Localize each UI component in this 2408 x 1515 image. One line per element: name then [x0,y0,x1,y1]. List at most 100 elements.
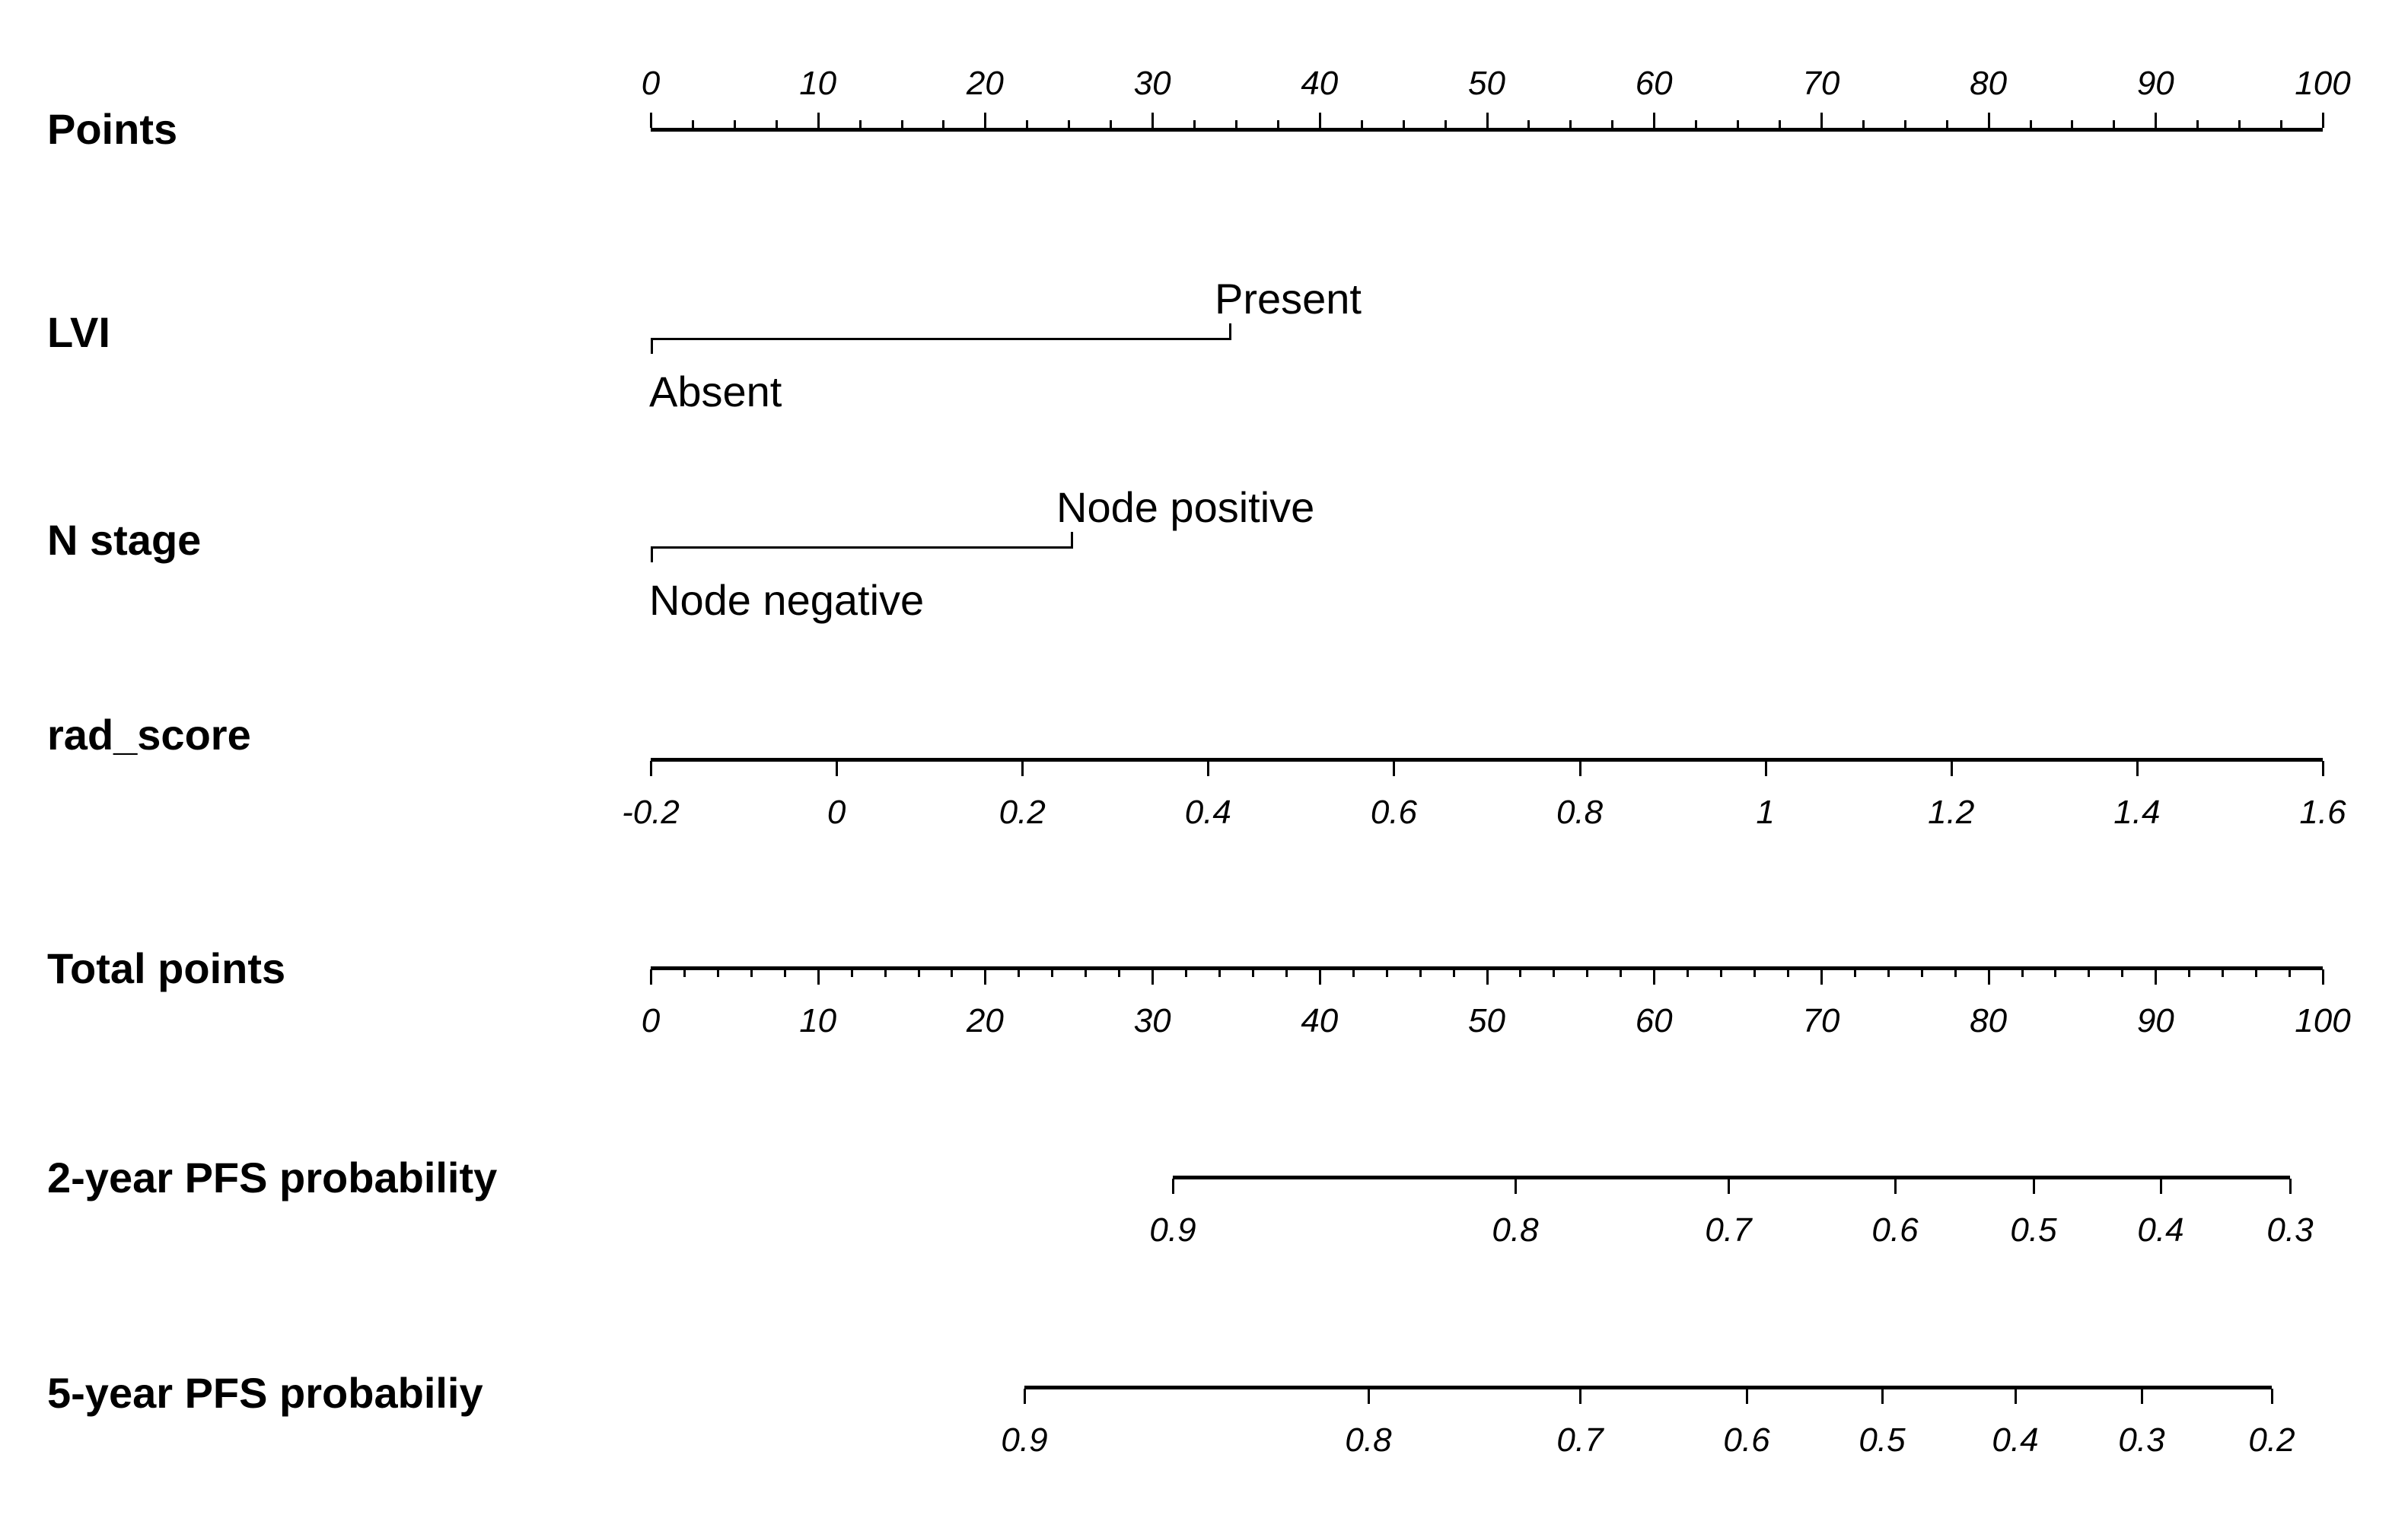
minor-tick-total-points [884,969,887,977]
tick-label-pfs-5yr-0.3: 0.3 [2118,1421,2165,1459]
minor-tick-points [1193,120,1196,128]
minor-tick-total-points [716,969,719,977]
row-label-pfs-2yr: 2-year PFS probability [47,1154,498,1201]
tick-label-total-points-100: 100 [2295,1002,2351,1039]
minor-tick-total-points [1720,969,1723,977]
minor-tick-total-points [1586,969,1589,977]
minor-tick-points [900,120,903,128]
row-label-total-points: Total points [47,944,286,992]
minor-tick-points [858,120,862,128]
minor-tick-total-points [951,969,954,977]
minor-tick-total-points [1954,969,1957,977]
major-tick-rad-score [650,761,652,776]
minor-tick-total-points [1085,969,1088,977]
minor-tick-total-points [2188,969,2191,977]
minor-tick-total-points [1620,969,1623,977]
major-tick-pfs-5yr [2271,1389,2273,1404]
minor-tick-total-points [750,969,753,977]
minor-tick-total-points [1519,969,1522,977]
tick-label-points-20: 20 [966,65,1004,102]
major-tick-pfs-5yr [1579,1389,1581,1404]
tick-label-pfs-5yr-0.8: 0.8 [1345,1421,1392,1459]
minor-tick-points [1110,120,1113,128]
major-tick-total-points [2155,969,2158,985]
minor-tick-points [2113,120,2116,128]
minor-tick-points [691,120,694,128]
minor-tick-total-points [1018,969,1021,977]
major-tick-pfs-2yr [1515,1179,1517,1194]
major-tick-pfs-2yr [1172,1179,1174,1194]
major-tick-pfs-2yr [1728,1179,1730,1194]
minor-tick-points [1234,120,1237,128]
category-label-lvi-high: Present [1215,275,1362,323]
minor-tick-total-points [917,969,920,977]
tick-label-pfs-2yr-0.8: 0.8 [1492,1211,1539,1249]
minor-tick-total-points [1251,969,1254,977]
major-tick-pfs-5yr [1024,1389,1026,1404]
range-tick-low-n-stage [651,547,653,562]
tick-label-points-10: 10 [799,65,837,102]
minor-tick-points [1945,120,1948,128]
major-tick-pfs-5yr [2141,1389,2143,1404]
tick-label-pfs-2yr-0.7: 0.7 [1705,1211,1752,1249]
tick-label-pfs-5yr-0.4: 0.4 [1992,1421,2039,1459]
major-tick-total-points [1486,969,1489,985]
range-line-lvi [651,338,1231,340]
row-label-rad-score: rad_score [47,711,251,759]
minor-tick-total-points [1419,969,1422,977]
minor-tick-points [2238,120,2241,128]
minor-tick-total-points [1920,969,1923,977]
major-tick-total-points [2322,969,2324,985]
minor-tick-points [942,120,945,128]
tick-label-pfs-2yr-0.9: 0.9 [1149,1211,1196,1249]
minor-tick-points [1611,120,1614,128]
minor-tick-total-points [1218,969,1221,977]
tick-label-rad-score-0: 0 [827,794,846,831]
category-label-n-stage-high: Node positive [1056,483,1315,531]
range-tick-low-lvi [651,339,653,354]
tick-label-total-points-0: 0 [641,1002,661,1039]
tick-label-pfs-2yr-0.3: 0.3 [2266,1211,2314,1249]
major-tick-rad-score [2322,761,2324,776]
tick-label-total-points-20: 20 [966,1002,1004,1039]
tick-label-total-points-90: 90 [2136,1002,2174,1039]
major-tick-pfs-5yr [1368,1389,1370,1404]
major-tick-pfs-5yr [1746,1389,1748,1404]
minor-tick-points [1569,120,1572,128]
major-tick-total-points [1987,969,1990,985]
axis-line-total-points [651,966,2323,970]
row-label-pfs-5yr: 5-year PFS probabiliy [47,1369,483,1417]
minor-tick-points [1026,120,1029,128]
tick-label-points-30: 30 [1133,65,1171,102]
tick-label-total-points-80: 80 [1970,1002,2008,1039]
minor-tick-points [1862,120,1865,128]
major-tick-total-points [1653,969,1656,985]
major-tick-points [1486,113,1489,128]
tick-label-points-40: 40 [1301,65,1339,102]
major-tick-pfs-5yr [1881,1389,1884,1404]
minor-tick-total-points [1118,969,1121,977]
tick-label-rad-score-0.4: 0.4 [1184,794,1231,831]
tick-label-points-90: 90 [2136,65,2174,102]
minor-tick-total-points [1385,969,1388,977]
minor-tick-points [2029,120,2032,128]
tick-label-total-points-30: 30 [1133,1002,1171,1039]
tick-label-rad-score-1.4: 1.4 [2113,794,2161,831]
minor-tick-total-points [1051,969,1054,977]
major-tick-rad-score [1393,761,1396,776]
minor-tick-points [1444,120,1447,128]
minor-tick-total-points [1285,969,1288,977]
major-tick-pfs-5yr [2015,1389,2017,1404]
minor-tick-points [1903,120,1906,128]
minor-tick-total-points [1786,969,1789,977]
tick-label-rad-score-0.8: 0.8 [1556,794,1604,831]
row-label-n-stage: N stage [47,516,202,564]
tick-label-pfs-2yr-0.4: 0.4 [2137,1211,2184,1249]
category-label-lvi-low: Absent [649,368,782,415]
major-tick-points [817,113,820,128]
minor-tick-total-points [683,969,686,977]
minor-tick-total-points [1887,969,1890,977]
major-tick-points [1987,113,1990,128]
minor-tick-total-points [2289,969,2292,977]
minor-tick-points [1360,120,1363,128]
